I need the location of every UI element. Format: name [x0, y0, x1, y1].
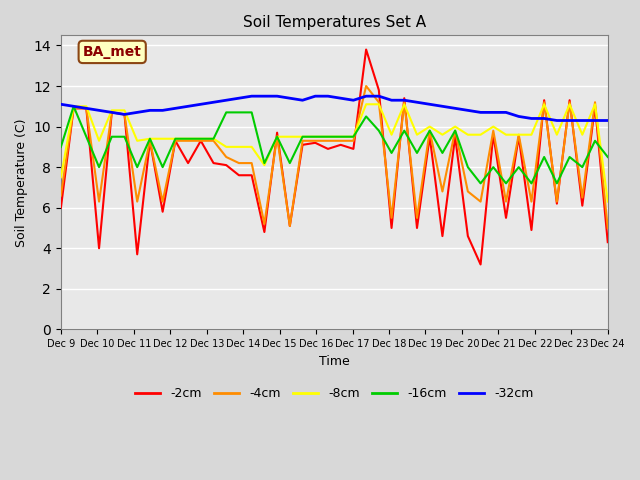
- Text: BA_met: BA_met: [83, 45, 141, 59]
- Y-axis label: Soil Temperature (C): Soil Temperature (C): [15, 118, 28, 247]
- Title: Soil Temperatures Set A: Soil Temperatures Set A: [243, 15, 426, 30]
- X-axis label: Time: Time: [319, 355, 349, 368]
- Legend: -2cm, -4cm, -8cm, -16cm, -32cm: -2cm, -4cm, -8cm, -16cm, -32cm: [130, 383, 538, 406]
